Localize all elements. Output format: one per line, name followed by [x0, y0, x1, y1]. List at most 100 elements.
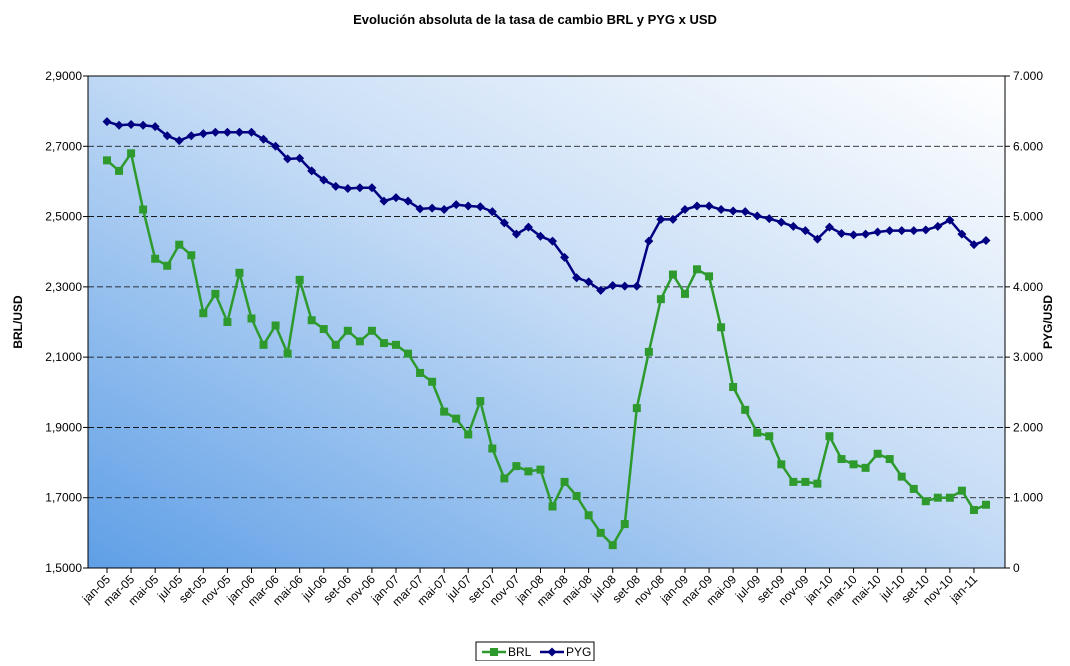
marker — [680, 205, 690, 215]
marker — [246, 127, 256, 137]
marker — [259, 340, 268, 349]
marker — [199, 309, 208, 318]
marker — [524, 467, 533, 476]
marker — [909, 226, 919, 236]
marker — [295, 275, 304, 284]
marker — [704, 201, 714, 211]
marker — [476, 397, 485, 406]
marker — [295, 153, 305, 163]
marker — [753, 428, 762, 437]
legend-marker — [490, 648, 498, 656]
marker — [511, 229, 521, 239]
marker — [523, 222, 533, 232]
marker — [777, 460, 786, 469]
marker — [801, 477, 810, 486]
y2-axis-title: PYG/USD — [1041, 295, 1055, 349]
marker — [921, 225, 931, 235]
marker — [428, 377, 437, 386]
marker — [271, 321, 280, 330]
marker — [235, 268, 244, 277]
marker — [945, 493, 954, 502]
marker — [849, 230, 859, 240]
marker — [656, 295, 665, 304]
marker — [174, 136, 184, 146]
y2-tick-label: 5.000 — [1013, 210, 1043, 224]
y-tick-label: 2,1000 — [45, 350, 82, 364]
marker — [728, 206, 738, 216]
marker — [103, 156, 111, 165]
marker — [343, 183, 353, 193]
marker — [982, 500, 990, 509]
marker — [825, 432, 834, 441]
marker — [331, 340, 340, 349]
y2-tick-label: 3.000 — [1013, 350, 1043, 364]
legend-label: PYG — [566, 645, 591, 659]
marker — [861, 229, 871, 239]
marker — [499, 218, 509, 228]
marker — [933, 493, 942, 502]
marker — [247, 314, 256, 323]
marker — [969, 240, 979, 250]
marker — [897, 226, 907, 236]
marker — [632, 281, 642, 291]
marker — [222, 127, 232, 137]
marker — [355, 337, 364, 346]
marker — [969, 506, 978, 515]
marker — [115, 166, 124, 175]
marker — [596, 528, 605, 537]
marker — [812, 234, 822, 244]
marker — [138, 120, 148, 130]
chart-title: Evolución absoluta de la tasa de cambio … — [353, 12, 717, 27]
marker — [379, 339, 388, 348]
marker — [307, 166, 317, 176]
y2-tick-label: 0 — [1013, 561, 1020, 575]
marker — [729, 383, 738, 392]
marker — [608, 280, 618, 290]
legend-label: BRL — [508, 645, 532, 659]
marker — [488, 444, 497, 453]
marker — [283, 349, 292, 358]
marker — [271, 141, 281, 151]
marker — [114, 120, 124, 130]
marker — [813, 479, 822, 488]
marker — [608, 541, 617, 550]
marker — [163, 261, 172, 270]
marker — [259, 134, 269, 144]
marker — [921, 497, 930, 506]
y-axis-title: BRL/USD — [11, 295, 25, 349]
marker — [535, 231, 545, 241]
marker — [210, 127, 220, 137]
marker — [885, 226, 895, 236]
marker — [440, 407, 449, 416]
marker — [957, 229, 967, 239]
marker — [343, 326, 352, 335]
marker — [379, 196, 389, 206]
marker — [536, 465, 545, 474]
marker — [548, 236, 558, 246]
marker — [319, 175, 329, 185]
y-tick-label: 2,5000 — [45, 210, 82, 224]
marker — [427, 203, 437, 213]
marker — [319, 325, 328, 334]
marker — [186, 131, 196, 141]
x-tick-label: jan-11 — [947, 572, 981, 606]
marker — [560, 477, 569, 486]
marker — [187, 251, 196, 260]
marker — [957, 486, 966, 495]
marker — [620, 520, 629, 529]
y2-tick-label: 1.000 — [1013, 491, 1043, 505]
marker — [139, 205, 148, 214]
marker — [404, 349, 413, 358]
marker — [584, 277, 594, 287]
marker — [596, 285, 606, 295]
marker — [824, 222, 834, 232]
marker — [644, 236, 654, 246]
marker — [656, 214, 666, 224]
y-tick-label: 2,3000 — [45, 280, 82, 294]
marker — [487, 207, 497, 217]
marker — [307, 316, 316, 325]
marker — [800, 226, 810, 236]
y2-tick-label: 2.000 — [1013, 420, 1043, 434]
marker — [693, 265, 702, 274]
